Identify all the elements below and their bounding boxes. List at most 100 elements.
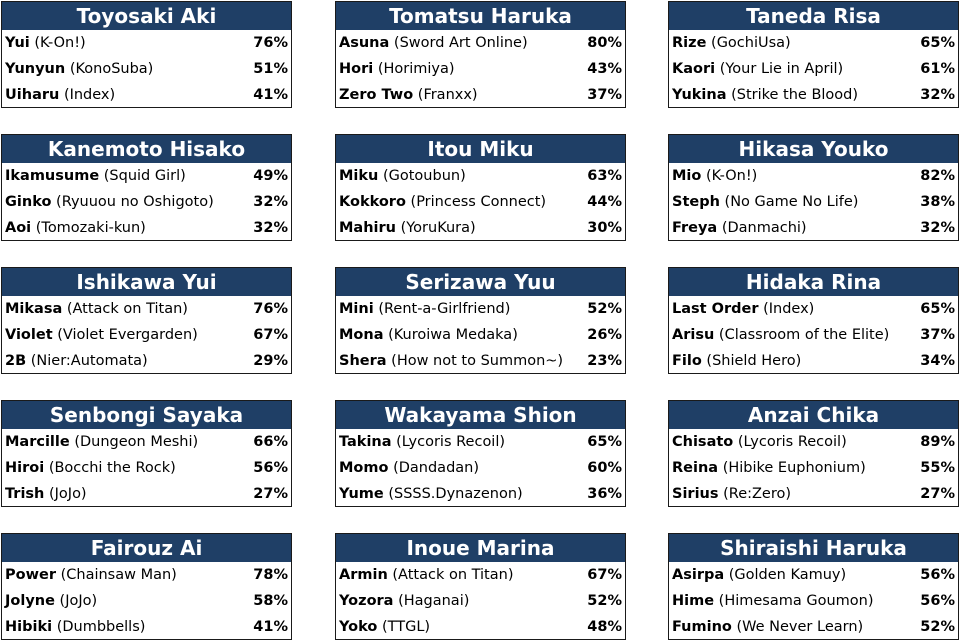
character-name: Ginko: [5, 194, 52, 210]
character-name: Yozora: [339, 593, 394, 609]
role-label: Mio (K-On!): [672, 163, 757, 189]
role-label: Kaori (Your Lie in April): [672, 56, 843, 82]
role-percentage: 32%: [253, 194, 288, 210]
character-name: Ikamusume: [5, 168, 100, 184]
card-title: Serizawa Yuu: [336, 268, 625, 296]
series-name: (K-On!): [705, 168, 758, 184]
character-name: Miku: [339, 168, 379, 184]
voice-actress-card: Shiraishi Haruka Asirpa (Golden Kamuy) 56%…: [668, 533, 959, 640]
role-row: Arisu (Classroom of the Elite) 37%: [669, 322, 958, 348]
role-label: Filo (Shield Hero): [672, 348, 801, 374]
role-percentage: 65%: [920, 35, 955, 51]
role-percentage: 27%: [253, 486, 288, 502]
character-name: Fumino: [672, 619, 732, 635]
role-percentage: 60%: [587, 460, 622, 476]
voice-actress-card: Anzai Chika Chisato (Lycoris Recoil) 89% Re…: [668, 400, 959, 507]
card-title: Kanemoto Hisako: [2, 135, 291, 163]
role-percentage: 78%: [253, 567, 288, 583]
role-percentage: 52%: [587, 301, 622, 317]
role-row: Marcille (Dungeon Meshi) 66%: [2, 429, 291, 455]
role-label: Momo (Dandadan): [339, 455, 479, 481]
series-name: (Attack on Titan): [66, 301, 188, 317]
role-percentage: 38%: [920, 194, 955, 210]
role-label: Kokkoro (Princess Connect): [339, 189, 546, 215]
card-title: Toyosaki Aki: [2, 2, 291, 30]
character-name: 2B: [5, 353, 27, 369]
role-percentage: 29%: [253, 353, 288, 369]
series-name: (Dungeon Meshi): [74, 434, 199, 450]
series-name: (Horimiya): [377, 61, 455, 77]
voice-actress-card: Hidaka Rina Last Order (Index) 65% Arisu (C…: [668, 267, 959, 374]
series-name: (Haganai): [398, 593, 470, 609]
role-row: Hibiki (Dumbbells) 41%: [2, 614, 291, 640]
voice-actress-card: Taneda Risa Rize (GochiUsa) 65% Kaori (Your…: [668, 1, 959, 108]
role-row: Power (Chainsaw Man) 78%: [2, 562, 291, 588]
role-percentage: 52%: [920, 619, 955, 635]
character-name: Marcille: [5, 434, 70, 450]
voice-actress-card: Inoue Marina Armin (Attack on Titan) 67% Yo…: [335, 533, 626, 640]
role-percentage: 65%: [587, 434, 622, 450]
role-percentage: 67%: [587, 567, 622, 583]
series-name: (Golden Kamuy): [728, 567, 847, 583]
role-label: Yui (K-On!): [5, 30, 86, 56]
series-name: (Re:Zero): [723, 486, 792, 502]
role-row: Yoko (TTGL) 48%: [336, 614, 625, 640]
role-label: Yukina (Strike the Blood): [672, 82, 858, 108]
role-percentage: 82%: [920, 168, 955, 184]
role-label: Hibiki (Dumbbells): [5, 614, 145, 640]
character-name: Mikasa: [5, 301, 63, 317]
role-row: Chisato (Lycoris Recoil) 89%: [669, 429, 958, 455]
card-title: Taneda Risa: [669, 2, 958, 30]
series-name: (Ryuuou no Oshigoto): [56, 194, 214, 210]
series-name: (TTGL): [381, 619, 431, 635]
role-row: Ikamusume (Squid Girl) 49%: [2, 163, 291, 189]
character-name: Hime: [672, 593, 715, 609]
card-title: Itou Miku: [336, 135, 625, 163]
role-percentage: 76%: [253, 35, 288, 51]
character-name: Aoi: [5, 220, 32, 236]
series-name: (Classroom of the Elite): [718, 327, 890, 343]
character-name: Rize: [672, 35, 707, 51]
character-name: Filo: [672, 353, 702, 369]
role-percentage: 32%: [920, 87, 955, 103]
role-row: Jolyne (JoJo) 58%: [2, 588, 291, 614]
character-name: Shera: [339, 353, 387, 369]
character-name: Kaori: [672, 61, 716, 77]
role-percentage: 52%: [587, 593, 622, 609]
role-row: Yukina (Strike the Blood) 32%: [669, 82, 958, 108]
role-row: Yunyun (KonoSuba) 51%: [2, 56, 291, 82]
character-name: Takina: [339, 434, 392, 450]
role-percentage: 23%: [587, 353, 622, 369]
character-name: Yui: [5, 35, 30, 51]
character-name: Uiharu: [5, 87, 60, 103]
character-name: Steph: [672, 194, 720, 210]
voice-actress-card: Fairouz Ai Power (Chainsaw Man) 78% Jolyne …: [1, 533, 292, 640]
role-label: Power (Chainsaw Man): [5, 562, 177, 588]
role-label: Jolyne (JoJo): [5, 588, 97, 614]
role-row: Asirpa (Golden Kamuy) 56%: [669, 562, 958, 588]
role-row: 2B (Nier:Automata) 29%: [2, 348, 291, 374]
character-name: Violet: [5, 327, 53, 343]
card-title: Shiraishi Haruka: [669, 534, 958, 562]
role-percentage: 44%: [587, 194, 622, 210]
role-label: Chisato (Lycoris Recoil): [672, 429, 847, 455]
character-name: Arisu: [672, 327, 715, 343]
role-label: Freya (Danmachi): [672, 215, 807, 241]
role-percentage: 55%: [920, 460, 955, 476]
role-percentage: 30%: [587, 220, 622, 236]
role-row: Uiharu (Index) 41%: [2, 82, 291, 108]
role-row: Mini (Rent-a-Girlfriend) 52%: [336, 296, 625, 322]
role-label: Aoi (Tomozaki-kun): [5, 215, 146, 241]
role-label: Mikasa (Attack on Titan): [5, 296, 188, 322]
role-percentage: 49%: [253, 168, 288, 184]
character-name: Armin: [339, 567, 388, 583]
character-name: Yume: [339, 486, 384, 502]
role-label: Trish (JoJo): [5, 481, 87, 507]
voice-actress-card: Tomatsu Haruka Asuna (Sword Art Online) 80…: [335, 1, 626, 108]
series-name: (Shield Hero): [706, 353, 802, 369]
character-name: Hiroi: [5, 460, 45, 476]
role-row: Ginko (Ryuuou no Oshigoto) 32%: [2, 189, 291, 215]
series-name: (Sword Art Online): [393, 35, 528, 51]
series-name: (Tomozaki-kun): [35, 220, 146, 236]
series-name: (Attack on Titan): [392, 567, 514, 583]
